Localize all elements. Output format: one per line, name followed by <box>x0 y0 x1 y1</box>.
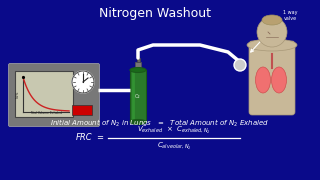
Ellipse shape <box>130 120 146 125</box>
Text: V$_{exhaled}$  ×  C$_{exhaled,N_2}$: V$_{exhaled}$ × C$_{exhaled,N_2}$ <box>137 125 211 136</box>
Bar <box>130 70 146 122</box>
Bar <box>266 32 278 47</box>
Circle shape <box>257 17 287 47</box>
Text: N₂%: N₂% <box>16 90 20 98</box>
Text: FRC: FRC <box>76 134 92 143</box>
Ellipse shape <box>247 39 297 51</box>
FancyBboxPatch shape <box>249 41 295 115</box>
Bar <box>137 58 140 62</box>
Ellipse shape <box>130 68 146 73</box>
Bar <box>15 71 73 117</box>
Text: =: = <box>96 134 103 143</box>
Circle shape <box>72 71 94 93</box>
Text: C$_{alveolar, N_2}$: C$_{alveolar, N_2}$ <box>157 140 191 152</box>
Bar <box>135 62 141 68</box>
Text: 1 way
valve: 1 way valve <box>283 10 297 21</box>
Text: O₂: O₂ <box>135 93 141 98</box>
Ellipse shape <box>255 67 270 93</box>
Ellipse shape <box>271 67 286 93</box>
Text: Nitrogen Washout: Nitrogen Washout <box>99 7 211 20</box>
Text: Total Volume Exhaled: Total Volume Exhaled <box>30 111 62 114</box>
Text: Initial Amount of N$_2$ in Lungs   =   Total Amount of N$_2$ Exhaled: Initial Amount of N$_2$ in Lungs = Total… <box>51 117 269 129</box>
FancyBboxPatch shape <box>9 64 100 127</box>
Circle shape <box>234 59 246 71</box>
Ellipse shape <box>262 15 282 25</box>
Bar <box>72 105 92 115</box>
